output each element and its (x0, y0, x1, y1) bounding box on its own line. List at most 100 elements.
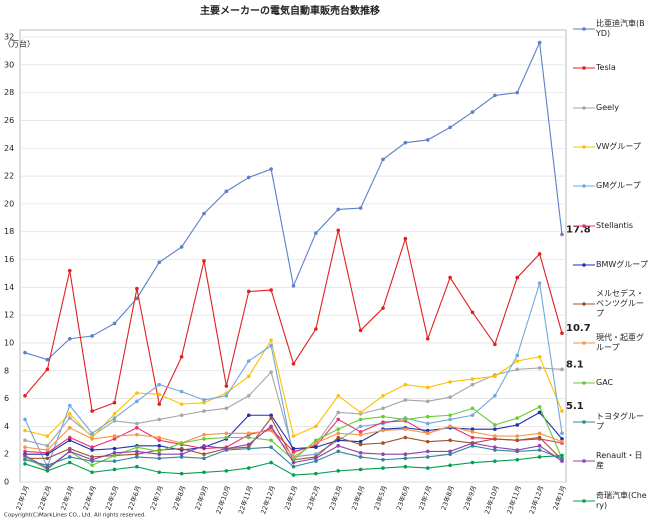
data-point (246, 442, 251, 447)
data-point (23, 428, 27, 433)
data-point (224, 393, 229, 398)
series-line (24, 367, 563, 454)
legend-item: 比亜迪汽車(BYD) (572, 14, 650, 44)
x-tick-label: 23年11月 (504, 484, 523, 515)
data-point (381, 414, 385, 419)
data-point (224, 435, 229, 440)
data-point (157, 456, 162, 461)
data-point (224, 189, 229, 194)
y-tick-label: 6 (4, 394, 9, 403)
data-point (448, 380, 452, 384)
data-point (381, 441, 385, 445)
plot-frame (19, 29, 567, 483)
series-line (24, 40, 563, 361)
legend-item: GAC (572, 368, 650, 398)
data-point (515, 90, 520, 95)
data-point (537, 448, 542, 452)
data-point (403, 140, 408, 145)
data-point (23, 438, 27, 443)
data-point (90, 448, 94, 452)
legend-swatch (573, 145, 595, 149)
data-point (358, 450, 363, 455)
data-point (157, 402, 162, 406)
data-point (381, 306, 385, 310)
x-tick-label: 23年10月 (482, 484, 501, 515)
data-point (112, 400, 117, 405)
data-point (515, 423, 520, 427)
data-point (425, 336, 430, 341)
legend-marker (582, 27, 586, 31)
data-point (269, 288, 273, 292)
data-point (470, 430, 475, 434)
data-point (314, 327, 318, 331)
data-point (425, 385, 430, 390)
data-point (90, 409, 94, 413)
data-point (493, 374, 497, 379)
data-point (314, 441, 318, 445)
data-point (291, 446, 296, 451)
x-tick-label: 22年12月 (258, 484, 277, 515)
data-point (269, 343, 273, 348)
legend-marker (582, 498, 586, 503)
data-point (45, 456, 50, 461)
data-point (336, 431, 341, 436)
data-point (291, 464, 296, 469)
legend-label: 比亜迪汽車(BYD) (596, 19, 645, 38)
legend-label: Stellantis (596, 220, 634, 230)
data-point (470, 377, 475, 381)
data-point (291, 449, 296, 454)
data-point (425, 431, 430, 436)
data-point (23, 462, 27, 466)
y-tick-label: 2 (4, 450, 9, 459)
data-point (90, 463, 94, 468)
legend-label: トヨタグループ (596, 412, 644, 431)
legend-item: VWグループ (572, 132, 650, 162)
legend-swatch (573, 498, 595, 503)
data-point (90, 437, 94, 441)
data-point (135, 464, 139, 469)
legend-marker (582, 66, 586, 71)
data-point (90, 470, 94, 475)
data-point (560, 456, 564, 461)
data-point (515, 438, 520, 443)
data-point (448, 438, 452, 443)
data-point (403, 435, 408, 440)
data-point (112, 419, 117, 423)
data-point (425, 421, 430, 426)
legend-marker (582, 380, 586, 385)
data-point (202, 432, 206, 437)
data-point (45, 466, 50, 470)
data-point (135, 449, 139, 454)
y-tick-label: 14 (4, 283, 14, 292)
x-tick-label: 22年1月 (14, 484, 31, 511)
y-tick-label: 18 (4, 227, 14, 236)
y-tick-label: 28 (4, 88, 14, 97)
data-point (515, 275, 520, 280)
data-point (202, 259, 206, 263)
x-tick-label: 22年10月 (214, 484, 233, 515)
data-point (67, 416, 72, 420)
data-point (179, 389, 184, 394)
x-tick-label: 23年8月 (439, 484, 456, 511)
data-point (470, 110, 475, 114)
data-point (358, 467, 363, 472)
data-point (202, 400, 206, 405)
data-point (112, 416, 117, 420)
x-tick-label: 23年1月 (282, 484, 299, 511)
legend-marker (582, 302, 586, 306)
data-label: 17.8 (566, 224, 591, 235)
x-tick-label: 22年2月 (36, 484, 53, 511)
data-point (45, 434, 50, 438)
data-point (336, 410, 341, 415)
data-point (157, 452, 162, 456)
data-point (448, 463, 452, 468)
legend-swatch (573, 223, 595, 228)
data-point (135, 452, 139, 456)
x-tick-label: 22年4月 (81, 484, 98, 511)
data-point (336, 449, 341, 454)
x-tick-label: 23年3月 (327, 484, 344, 511)
data-point (269, 413, 273, 418)
data-point (112, 450, 117, 455)
data-point (448, 449, 452, 454)
